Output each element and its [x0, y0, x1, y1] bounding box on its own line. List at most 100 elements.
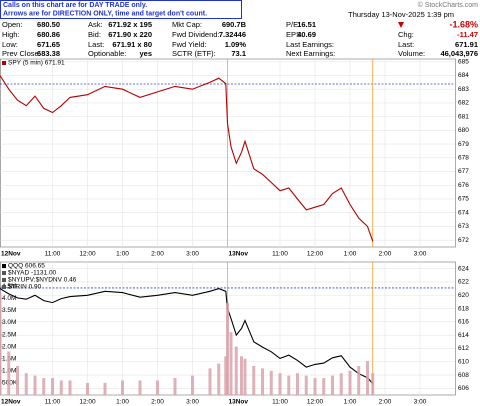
- x-tick-label: 12Nov: [1, 251, 21, 258]
- banner-box: [0, 0, 242, 19]
- legend-label: $NYAD -1131.00: [8, 270, 57, 277]
- x-tick-label: 12:00: [79, 251, 96, 258]
- legend-label: $TRIN 0.90: [8, 284, 42, 291]
- x-tick-label: 13Nov: [229, 251, 249, 258]
- volume-bar: [243, 358, 247, 395]
- y-tick-label: 620: [458, 292, 469, 299]
- x-tick-label: 3:00: [414, 251, 427, 258]
- status-value: 671.91: [455, 40, 478, 49]
- x-tick-label: 13Nov: [229, 399, 249, 406]
- quote-value: 683.38: [37, 49, 60, 58]
- y-tick-label: 681: [458, 113, 469, 120]
- y-tick-label: 680: [458, 127, 469, 134]
- volume-bar: [252, 365, 256, 395]
- y-tick-label: 678: [458, 155, 469, 162]
- legend-swatch: [2, 264, 6, 268]
- x-tick-label: 2:00: [151, 251, 164, 258]
- volume-bar: [234, 346, 238, 395]
- volume-bar: [121, 380, 124, 395]
- quote-label: Next Earnings:: [286, 49, 335, 58]
- quote-label: High:: [2, 30, 20, 39]
- y2-tick-label: 2.5M: [2, 331, 16, 338]
- y-tick-label: 674: [458, 209, 469, 216]
- volume-bar: [191, 375, 194, 395]
- quote-label: Mkt Cap:: [172, 20, 202, 29]
- x-tick-label: 11:00: [45, 399, 61, 406]
- quote-value: 680.86: [37, 30, 60, 39]
- status-label: Chg:: [398, 30, 414, 39]
- y-tick-label: 622: [458, 279, 469, 286]
- x-tick-label: 1:00: [344, 399, 357, 406]
- x-tick-label: 2:00: [151, 399, 164, 406]
- volume-bar: [348, 370, 352, 395]
- volume-bar: [33, 375, 37, 395]
- volume-bar: [366, 361, 369, 395]
- y-tick-label: 675: [458, 196, 469, 203]
- legend-swatch: [2, 285, 6, 289]
- volume-bar: [304, 375, 308, 395]
- volume-bar: [296, 373, 299, 395]
- quote-label: Fwd Yield:: [172, 40, 207, 49]
- y-tick-label: 683: [458, 86, 469, 93]
- y-tick-label: 679: [458, 141, 469, 148]
- volume-bar: [229, 332, 233, 395]
- volume-bar: [224, 356, 228, 395]
- quote-value: 680.50: [37, 20, 60, 29]
- quote-value: 1.09%: [225, 40, 247, 49]
- status-value: -11.47: [457, 30, 478, 39]
- legend-label: SPY (5 min) 671.91: [8, 60, 65, 67]
- x-tick-label: 12:00: [79, 399, 96, 406]
- x-tick-label: 3:00: [186, 251, 199, 258]
- volume-bar: [240, 356, 243, 395]
- legend-label: $NYUPV:$NYDNV 0.46: [8, 277, 77, 284]
- volume-bar: [156, 380, 159, 395]
- quote-date: Thursday 13-Nov-2025 1:39 pm: [348, 10, 454, 19]
- watermark: © StockCharts.com: [418, 1, 479, 9]
- volume-bar: [357, 365, 361, 395]
- y2-tick-label: 4.0M: [2, 295, 16, 302]
- volume-bar: [42, 378, 46, 395]
- x-tick-label: 1:00: [116, 251, 129, 258]
- y-tick-label: 676: [458, 182, 469, 189]
- y-tick-label: 682: [458, 100, 469, 107]
- volume-bar: [0, 293, 2, 395]
- x-tick-label: 1:00: [344, 251, 357, 258]
- quote-value: 671.92 x 195: [108, 20, 152, 29]
- x-tick-label: 2:00: [379, 399, 392, 406]
- volume-bar: [208, 368, 212, 395]
- change-pct: -1.68%: [449, 19, 478, 29]
- y-tick-label: 685: [458, 58, 469, 65]
- volume-bar: [331, 375, 334, 395]
- quote-label: P/E:: [286, 20, 300, 29]
- quote-label: Prev Close:: [2, 49, 41, 58]
- legend-label: QQQ 606.65: [8, 263, 45, 270]
- quote-value: 671.90 x 220: [108, 30, 152, 39]
- quote-value: 671.91 x 80: [112, 40, 152, 49]
- quote-label: Ask:: [88, 20, 103, 29]
- quote-value: 73.1: [231, 49, 246, 58]
- x-tick-label: 3:00: [186, 399, 199, 406]
- y-tick-label: 677: [458, 168, 469, 175]
- quote-value: 16.51: [297, 20, 316, 29]
- volume-bar: [339, 373, 343, 395]
- volume-bar: [16, 365, 19, 395]
- x-tick-label: 1:00: [116, 399, 129, 406]
- y-tick-label: 610: [458, 358, 469, 365]
- x-tick-label: 3:00: [414, 399, 427, 406]
- quote-label: Optionable:: [88, 49, 126, 58]
- volume-bar: [371, 373, 375, 395]
- quote-value: 690.7B: [222, 20, 247, 29]
- volume-bar: [103, 382, 107, 395]
- y-tick-label: 606: [458, 385, 469, 392]
- volume-bar: [313, 378, 317, 395]
- quote-label: SCTR (ETF):: [172, 49, 216, 58]
- legend-swatch: [2, 271, 6, 275]
- x-tick-label: 11:00: [45, 251, 61, 258]
- volume-bar: [226, 303, 229, 395]
- y-tick-label: 616: [458, 319, 469, 326]
- x-tick-label: 12Nov: [1, 399, 21, 406]
- quote-label: Low:: [2, 40, 18, 49]
- volume-bar: [322, 378, 326, 395]
- panel: [0, 58, 456, 248]
